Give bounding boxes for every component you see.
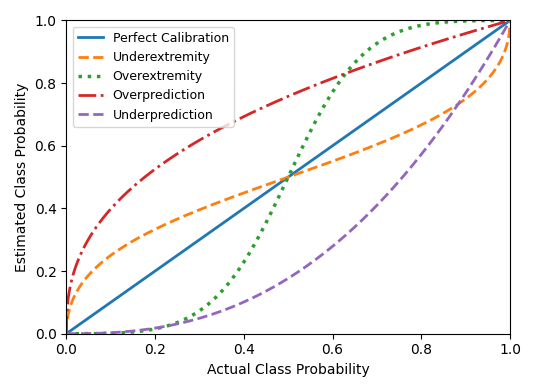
Overextremity (108, 331, 115, 336)
Overprediction (108, 206, 115, 211)
Line: Perfect Calibration: Perfect Calibration (66, 20, 510, 334)
Legend: Perfect Calibration, Underextremity, Overextremity, Overprediction, Underpredict: Perfect Calibration, Underextremity, Ove… (72, 27, 234, 127)
Line: Overprediction: Overprediction (66, 20, 510, 334)
Perfect Calibration (63, 331, 70, 336)
Underextremity (108, 252, 115, 257)
Overprediction (242, 113, 249, 118)
Overprediction (409, 48, 415, 53)
Overprediction (258, 106, 265, 111)
Overextremity (368, 45, 374, 50)
Underextremity (258, 184, 265, 189)
Overprediction (507, 18, 513, 23)
Overextremity (242, 257, 249, 261)
Underextremity (63, 331, 70, 336)
Overextremity (258, 229, 265, 233)
Underprediction (417, 153, 423, 158)
Underextremity (507, 18, 513, 23)
Underextremity (368, 144, 374, 149)
Line: Underprediction: Underprediction (66, 20, 510, 334)
Underextremity (417, 123, 423, 128)
Perfect Calibration (258, 193, 265, 198)
Underprediction (63, 331, 70, 336)
Underprediction (108, 330, 115, 335)
Underprediction (242, 299, 249, 303)
Overextremity (409, 25, 415, 30)
Underextremity (409, 127, 415, 132)
X-axis label: Actual Class Probability: Actual Class Probability (207, 363, 369, 377)
Overprediction (63, 331, 70, 336)
Line: Underextremity: Underextremity (66, 20, 510, 334)
Overextremity (417, 23, 423, 28)
Overextremity (63, 331, 70, 336)
Underprediction (409, 163, 415, 168)
Underprediction (368, 209, 374, 214)
Y-axis label: Estimated Class Probability: Estimated Class Probability (15, 82, 29, 272)
Perfect Calibration (368, 116, 374, 121)
Underextremity (242, 190, 249, 194)
Perfect Calibration (417, 82, 423, 86)
Perfect Calibration (242, 205, 249, 209)
Overextremity (507, 18, 513, 23)
Underprediction (507, 18, 513, 23)
Overprediction (417, 45, 423, 50)
Perfect Calibration (409, 87, 415, 92)
Overprediction (368, 62, 374, 67)
Perfect Calibration (507, 18, 513, 23)
Line: Overextremity: Overextremity (66, 20, 510, 334)
Underprediction (258, 291, 265, 296)
Perfect Calibration (108, 299, 115, 304)
